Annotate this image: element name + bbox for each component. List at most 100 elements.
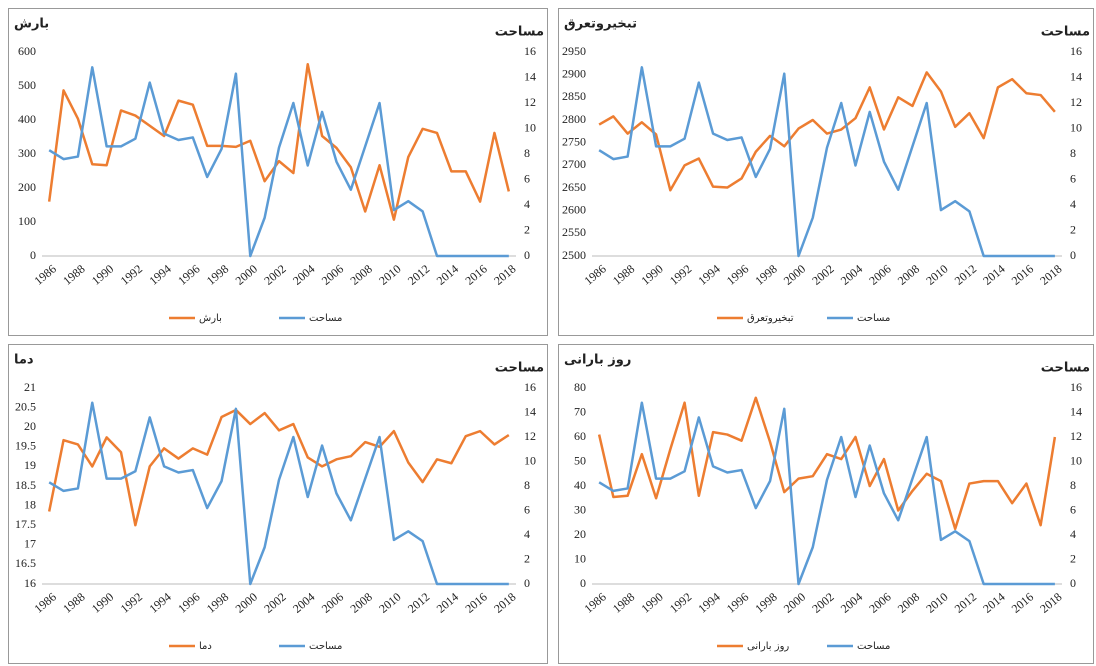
- x-tick-label: 1988: [610, 590, 637, 616]
- x-tick-label: 1992: [118, 590, 145, 616]
- y2-tick-label: 4: [1070, 197, 1076, 211]
- x-tick-label: 1990: [89, 262, 116, 288]
- x-tick-label: 1992: [667, 590, 694, 616]
- x-tick-label: 2012: [952, 590, 979, 616]
- x-tick-label: 2016: [462, 590, 489, 616]
- y-tick-label: 2950: [562, 44, 586, 58]
- y2-tick-label: 2: [524, 551, 530, 565]
- y-tick-label: 500: [18, 78, 36, 92]
- x-tick-label: 2000: [233, 262, 260, 288]
- y2-tick-label: 2: [524, 222, 530, 236]
- panel-border: [558, 8, 1094, 336]
- x-tick-label: 1988: [610, 262, 637, 288]
- x-tick-label: 2008: [347, 590, 374, 616]
- y-tick-label: 20.5: [15, 399, 36, 413]
- x-tick-label: 2006: [319, 590, 346, 616]
- y2-tick-label: 2: [1070, 222, 1076, 236]
- x-tick-label: 1990: [638, 590, 665, 616]
- y-tick-label: 19.5: [15, 439, 36, 453]
- x-tick-label: 1998: [752, 590, 779, 616]
- y-tick-label: 20: [24, 419, 36, 433]
- x-tick-label: 2008: [895, 262, 922, 288]
- chart-panel: روز بارانی مساحت 0 10 20 30 40 50 60 70 80 0 2 4 6 8 10 1…: [558, 344, 1094, 664]
- x-tick-label: 2000: [781, 262, 808, 288]
- series-line: [598, 66, 1055, 258]
- y-tick-label: 21: [24, 380, 36, 394]
- y2-axis-label: مساحت: [1041, 25, 1090, 40]
- y-tick-label: 2650: [562, 180, 586, 194]
- y2-tick-label: 14: [1070, 404, 1082, 418]
- y2-tick-label: 8: [1070, 146, 1076, 160]
- x-tick-label: 2014: [980, 262, 1007, 288]
- x-tick-label: 2018: [1037, 262, 1064, 288]
- x-tick-label: 2010: [376, 590, 403, 616]
- y2-tick-label: 14: [1070, 69, 1082, 83]
- x-tick-label: 1988: [60, 262, 87, 288]
- y-tick-label: 2850: [562, 89, 586, 103]
- x-tick-label: 2014: [980, 590, 1007, 616]
- x-tick-label: 1994: [146, 262, 173, 288]
- x-tick-label: 2010: [923, 590, 950, 616]
- y2-tick-label: 0: [1070, 576, 1076, 590]
- x-tick-label: 1988: [60, 590, 87, 616]
- y2-tick-label: 12: [1070, 95, 1082, 109]
- y2-tick-label: 16: [524, 44, 536, 58]
- y-tick-label: 40: [574, 478, 586, 492]
- x-tick-label: 2002: [809, 262, 836, 288]
- panel-border: [8, 344, 548, 664]
- series-line: [597, 396, 1057, 531]
- y2-tick-label: 6: [524, 171, 530, 185]
- x-tick-label: 2018: [491, 262, 518, 288]
- y2-tick-label: 16: [1070, 380, 1082, 394]
- y2-tick-label: 16: [1070, 44, 1082, 58]
- chart-panel: بارش مساحت 0 100 200 300 400 500 600 0 2 4 6 8 10 12 14 1…: [8, 8, 548, 336]
- y-tick-label: 2550: [562, 225, 586, 239]
- x-tick-label: 1998: [752, 262, 779, 288]
- y-tick-label: 100: [18, 214, 36, 228]
- y-tick-label: 19: [24, 458, 36, 472]
- y2-tick-label: 16: [524, 380, 536, 394]
- chart-panel: دمامساحت1616.51717.51818.51919.52020.521…: [8, 344, 548, 664]
- x-tick-label: 1994: [695, 262, 722, 288]
- x-tick-label: 2012: [952, 262, 979, 288]
- x-tick-label: 2004: [838, 590, 865, 616]
- y-tick-label: 70: [574, 404, 586, 418]
- y-axis-label: بارش: [14, 17, 49, 32]
- y2-tick-label: 0: [524, 576, 530, 590]
- y2-tick-label: 6: [1070, 502, 1076, 516]
- y-tick-label: 18: [24, 497, 36, 511]
- y2-tick-label: 14: [524, 404, 536, 418]
- y-tick-label: 20: [574, 527, 586, 541]
- x-tick-label: 2000: [233, 590, 260, 616]
- y2-tick-label: 2: [1070, 551, 1076, 565]
- y2-tick-label: 0: [524, 248, 530, 262]
- y2-tick-label: 4: [1070, 527, 1076, 541]
- y-tick-label: 60: [574, 429, 586, 443]
- x-tick-label: 1986: [581, 262, 608, 288]
- panel-border: [8, 8, 548, 336]
- y-tick-label: 30: [574, 502, 586, 516]
- y-tick-label: 2750: [562, 134, 586, 148]
- legend-label: مساحت: [309, 313, 342, 324]
- y-axis-label: دما: [14, 353, 34, 368]
- x-tick-label: 1992: [667, 262, 694, 288]
- x-tick-label: 2002: [809, 590, 836, 616]
- series-line: [47, 62, 511, 221]
- y-tick-label: 2500: [562, 248, 586, 262]
- y2-axis-label: مساحت: [495, 361, 544, 376]
- y2-tick-label: 10: [1070, 453, 1082, 467]
- x-tick-label: 2012: [405, 590, 432, 616]
- x-tick-label: 1990: [89, 590, 116, 616]
- x-tick-label: 1994: [146, 590, 173, 616]
- x-tick-label: 1990: [638, 262, 665, 288]
- x-tick-label: 1996: [175, 262, 202, 288]
- x-tick-label: 1986: [31, 262, 58, 288]
- y-tick-label: 0: [30, 248, 36, 262]
- x-tick-label: 2016: [462, 262, 489, 288]
- y-tick-label: 2700: [562, 157, 586, 171]
- y2-tick-label: 12: [524, 429, 536, 443]
- series-line: [598, 71, 1056, 192]
- legend-label: مساحت: [857, 313, 890, 324]
- x-tick-label: 2018: [491, 590, 518, 616]
- legend-label: مساحت: [309, 641, 342, 652]
